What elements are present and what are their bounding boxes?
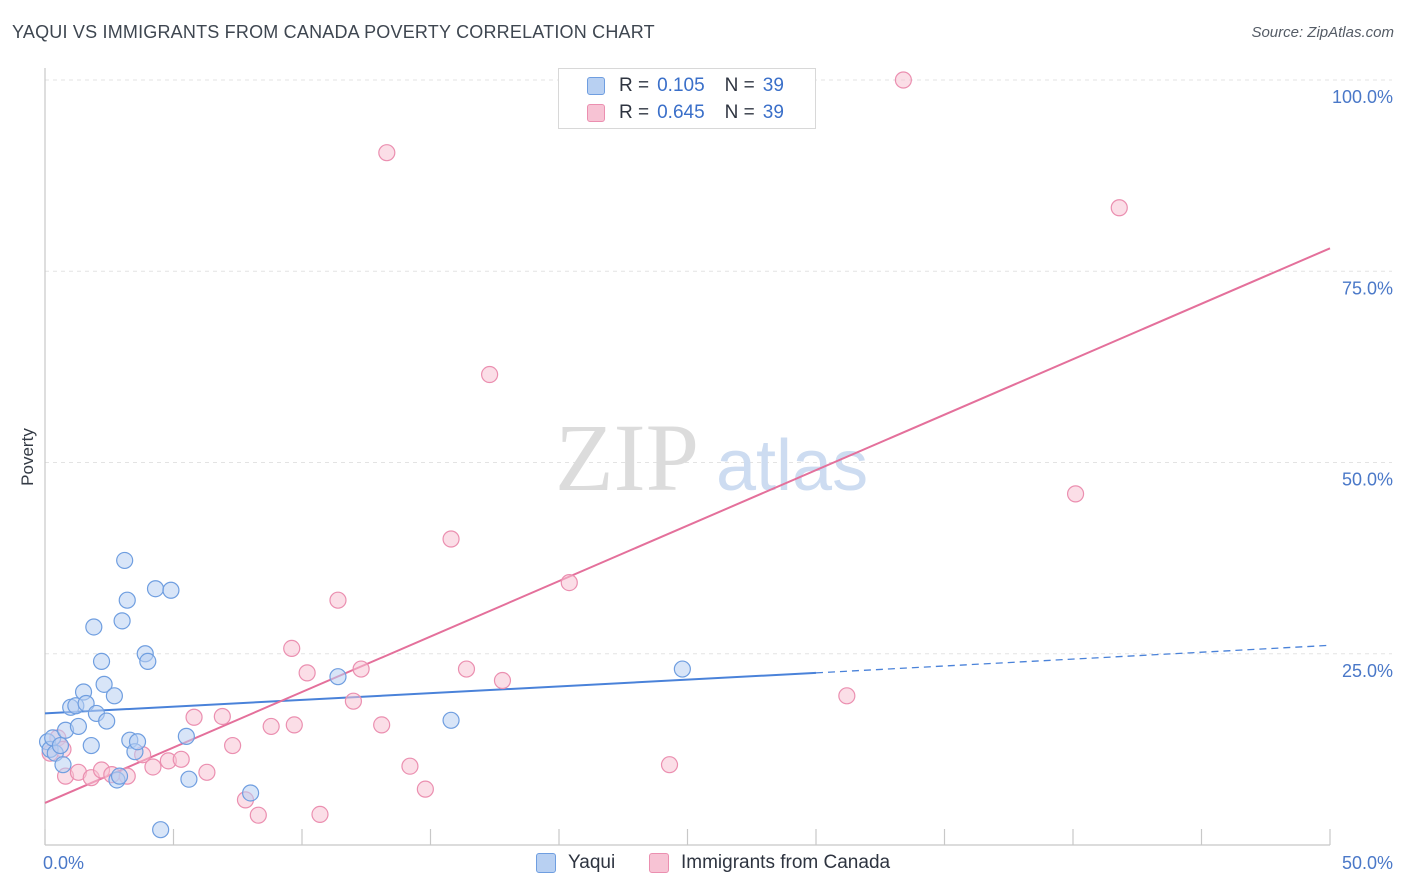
legend-r-label: R =	[619, 75, 650, 96]
point-canada	[262, 717, 280, 736]
x-tick-label: 0.0%	[43, 853, 84, 873]
y-axis-label: Poverty	[18, 428, 37, 486]
legend-swatch-yaqui	[536, 853, 556, 873]
point-yaqui	[82, 736, 100, 755]
legend-label-canada: Immigrants from Canada	[681, 852, 891, 873]
legend-item-canada[interactable]: Immigrants from Canada	[649, 852, 890, 874]
chart-title: YAQUI VS IMMIGRANTS FROM CANADA POVERTY …	[12, 22, 655, 42]
point-canada	[224, 736, 242, 755]
point-canada	[285, 716, 303, 734]
stats-legend: R = 0.105 N = 39 R = 0.645 N = 39	[558, 68, 816, 129]
point-yaqui	[673, 660, 691, 678]
point-canada	[185, 708, 203, 726]
watermark-zip: ZIP	[555, 404, 699, 511]
y-tick-label: 25.0%	[1342, 661, 1393, 681]
point-yaqui	[118, 591, 136, 609]
x-tick-label: 50.0%	[1342, 853, 1393, 873]
point-canada	[352, 660, 370, 678]
point-canada	[249, 806, 267, 824]
point-yaqui	[329, 668, 347, 686]
point-canada	[560, 574, 578, 592]
point-yaqui	[116, 551, 134, 570]
point-yaqui	[177, 727, 195, 745]
point-canada	[378, 144, 396, 162]
legend-swatch-canada	[587, 104, 605, 122]
point-canada	[311, 805, 329, 824]
point-canada	[329, 591, 347, 609]
point-yaqui	[69, 717, 88, 736]
point-yaqui	[162, 581, 180, 599]
point-yaqui	[110, 767, 129, 785]
point-canada	[442, 530, 460, 548]
legend-r-value: 0.105	[657, 75, 705, 96]
legend-row-canada: R = 0.645 N = 39	[587, 101, 784, 125]
y-tick-label: 50.0%	[1342, 470, 1393, 490]
point-canada	[894, 71, 912, 89]
point-canada	[457, 660, 476, 678]
point-canada	[1066, 485, 1085, 503]
point-canada	[416, 780, 434, 798]
axes	[44, 68, 1331, 846]
point-canada	[493, 671, 512, 690]
y-tick-label: 100.0%	[1332, 87, 1393, 107]
watermark: ZIP atlas	[555, 404, 868, 511]
watermark-atlas: atlas	[716, 426, 868, 506]
trend-line-canada	[44, 247, 1331, 804]
y-tick-label: 75.0%	[1342, 278, 1393, 298]
point-yaqui	[77, 694, 95, 713]
trend-line-yaqui-extension	[815, 644, 1331, 674]
point-yaqui	[105, 687, 123, 705]
point-canada	[144, 758, 162, 776]
point-canada	[660, 756, 679, 774]
point-yaqui	[85, 618, 103, 636]
point-yaqui	[146, 580, 165, 598]
point-canada	[172, 750, 190, 768]
legend-item-yaqui[interactable]: Yaqui	[536, 852, 615, 874]
point-yaqui	[95, 675, 113, 693]
point-yaqui	[113, 612, 131, 630]
point-canada	[481, 365, 499, 384]
point-yaqui	[54, 756, 72, 774]
point-yaqui	[442, 711, 460, 729]
point-canada	[344, 692, 362, 710]
legend-label-yaqui: Yaqui	[568, 852, 616, 873]
data-points	[38, 71, 1128, 839]
point-yaqui	[180, 770, 198, 788]
point-yaqui	[92, 652, 111, 671]
series-legend: Yaqui Immigrants from Canada	[0, 850, 1406, 880]
point-yaqui	[128, 733, 147, 751]
point-canada	[1110, 199, 1128, 217]
point-canada	[198, 763, 216, 781]
trend-line-yaqui	[44, 671, 817, 715]
legend-n-label: N =	[724, 102, 755, 123]
legend-n-value: 39	[762, 102, 784, 123]
point-canada	[373, 716, 391, 734]
point-canada	[298, 664, 316, 682]
legend-n-label: N =	[724, 75, 755, 96]
tick-labels: 25.0% 50.0% 75.0% 100.0% 0.0% 50.0%	[43, 87, 1393, 873]
source-label: Source: ZipAtlas.com	[1251, 24, 1394, 41]
gridlines	[45, 79, 1392, 655]
point-canada	[838, 687, 856, 705]
point-canada	[213, 707, 231, 726]
point-yaqui	[139, 652, 157, 671]
legend-n-value: 39	[762, 75, 784, 96]
legend-swatch-canada	[649, 853, 669, 873]
point-yaqui	[242, 784, 260, 802]
legend-swatch-yaqui	[587, 77, 605, 95]
point-yaqui	[98, 712, 116, 730]
point-canada	[283, 639, 301, 657]
trend-lines	[44, 247, 1331, 804]
point-canada	[401, 757, 419, 775]
legend-r-value: 0.645	[657, 102, 705, 123]
point-yaqui	[51, 736, 70, 755]
point-yaqui	[152, 821, 170, 839]
legend-r-label: R =	[619, 102, 650, 123]
legend-row-yaqui: R = 0.105 N = 39	[587, 74, 784, 98]
